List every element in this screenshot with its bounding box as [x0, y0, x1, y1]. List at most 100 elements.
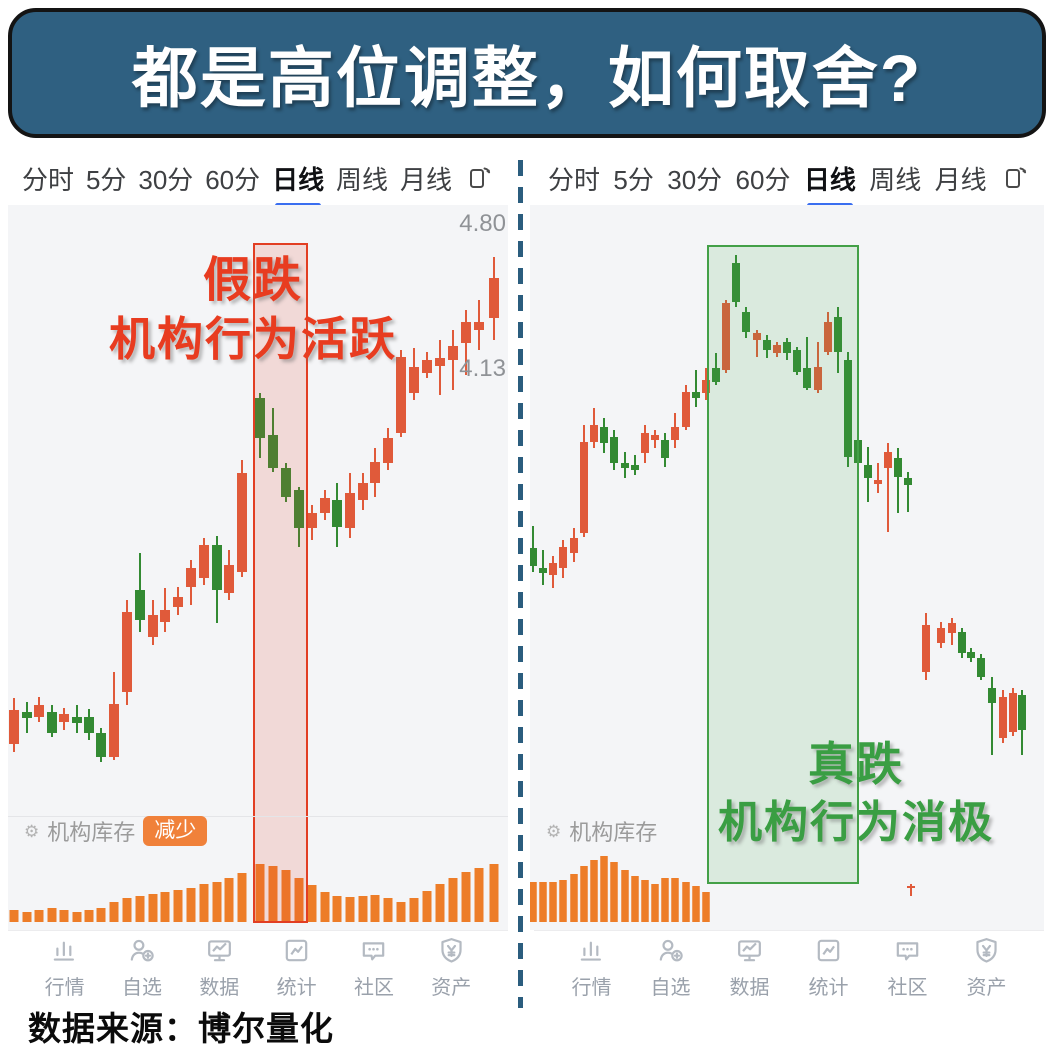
candle-body [988, 688, 996, 703]
volume-bar [692, 886, 700, 922]
candle-body [1018, 695, 1026, 730]
bottom-nav-left: 行情 自选 数据 统计 社区 资产 [8, 930, 508, 1004]
candle-body [345, 493, 355, 528]
candle-body [160, 610, 170, 622]
tab-日线[interactable]: 日线 [804, 160, 856, 197]
candle-body [874, 480, 882, 484]
tab-30分[interactable]: 30分 [138, 164, 194, 195]
candle-body [212, 545, 222, 590]
candle-body [600, 427, 608, 443]
community-chat-icon [896, 942, 919, 961]
tab-日线[interactable]: 日线 [272, 160, 324, 197]
volume-bar [461, 872, 471, 922]
volume-bar [160, 892, 170, 922]
candle-body [753, 333, 761, 340]
tab-月线[interactable]: 月线 [934, 164, 987, 195]
tab-30分[interactable]: 30分 [667, 164, 723, 195]
candle-body [549, 563, 557, 575]
candle-body [570, 538, 578, 553]
candle-body [977, 658, 985, 677]
candle-body [610, 437, 618, 463]
nav-item-数据[interactable]: 数据 [730, 935, 770, 1000]
nav-item-数据[interactable]: 数据 [199, 935, 239, 1000]
candle-body [907, 886, 915, 888]
rotate-screen-icon[interactable] [464, 163, 494, 193]
candle-body [864, 465, 872, 478]
candle-body [530, 548, 537, 566]
candle-body [109, 704, 119, 757]
tab-60分[interactable]: 60分 [205, 164, 261, 195]
nav-item-行情[interactable]: 行情 [45, 935, 85, 1000]
user-plus-icon [131, 939, 155, 962]
candle-body [844, 360, 852, 457]
nav-item-社区[interactable]: 社区 [888, 935, 928, 1000]
volume-bar [255, 864, 265, 922]
nav-item-资产[interactable]: 资产 [431, 935, 471, 1000]
bottom-nav-right: 行情 自选 数据 统计 社区 资产 [534, 930, 1044, 1004]
tab-分时[interactable]: 分时 [548, 164, 601, 195]
bar-chart-icon [53, 941, 75, 961]
volume-bar [422, 891, 432, 922]
nav-item-资产[interactable]: 资产 [967, 935, 1007, 1000]
gear-icon[interactable]: ⚙ [24, 821, 40, 841]
candle-body [294, 490, 304, 528]
candlestick-chart-left [9, 243, 499, 923]
volume-bar [549, 882, 557, 922]
volume-bar [294, 878, 304, 922]
candle-body [474, 322, 484, 330]
nav-label: 统计 [276, 977, 317, 999]
candle-body [268, 435, 278, 468]
indicator-row-right: ⚙ 机构库存 [546, 817, 657, 845]
candle-body [358, 483, 368, 500]
volume-bar [122, 898, 132, 922]
candle-body [47, 712, 57, 733]
candle-body [332, 500, 342, 527]
candle-body [122, 612, 132, 692]
candle-body [224, 565, 234, 593]
nav-label: 自选 [650, 977, 691, 999]
volume-bar [212, 882, 222, 922]
rotate-screen-icon[interactable] [1000, 163, 1030, 193]
volume-bar [682, 882, 690, 922]
tab-周线[interactable]: 周线 [869, 164, 922, 195]
nav-item-自选[interactable]: 自选 [122, 935, 162, 1000]
volume-bar [671, 878, 679, 922]
volume-bar [590, 860, 598, 922]
nav-item-统计[interactable]: 统计 [809, 935, 849, 1000]
volume-bar [530, 882, 537, 922]
tab-5分[interactable]: 5分 [85, 164, 127, 195]
candle-body [72, 717, 82, 723]
candle-body [370, 462, 380, 483]
candle-body [409, 367, 419, 393]
nav-item-社区[interactable]: 社区 [354, 935, 394, 1000]
volume-bar [383, 898, 393, 922]
assets-yen-icon [976, 938, 997, 963]
tab-月线[interactable]: 月线 [399, 164, 452, 195]
candle-body [580, 442, 588, 533]
volume-bar [22, 912, 32, 922]
nav-item-自选[interactable]: 自选 [651, 935, 691, 1000]
volume-bar [370, 895, 380, 922]
tab-周线[interactable]: 周线 [336, 164, 389, 195]
candle-body [682, 392, 690, 427]
volume-bar [559, 880, 567, 922]
indicator-label: 机构库存 [569, 820, 658, 845]
nav-label: 自选 [121, 977, 162, 999]
gear-icon[interactable]: ⚙ [546, 821, 562, 841]
candle-body [661, 440, 669, 458]
nav-item-统计[interactable]: 统计 [277, 935, 317, 1000]
candle-body [489, 278, 499, 318]
page-title: 都是高位调整，如何取舍? [131, 41, 923, 115]
candle-body [999, 697, 1007, 738]
candle-body [84, 717, 94, 733]
nav-item-行情[interactable]: 行情 [572, 935, 612, 1000]
candle-body [396, 357, 406, 433]
candle-body [590, 425, 598, 442]
tab-5分[interactable]: 5分 [613, 164, 654, 195]
volume-bar [702, 892, 710, 922]
tab-60分[interactable]: 60分 [735, 164, 791, 195]
volume-bar [448, 878, 458, 922]
nav-label: 社区 [887, 977, 928, 999]
candle-body [448, 346, 458, 360]
tab-分时[interactable]: 分时 [22, 164, 75, 195]
